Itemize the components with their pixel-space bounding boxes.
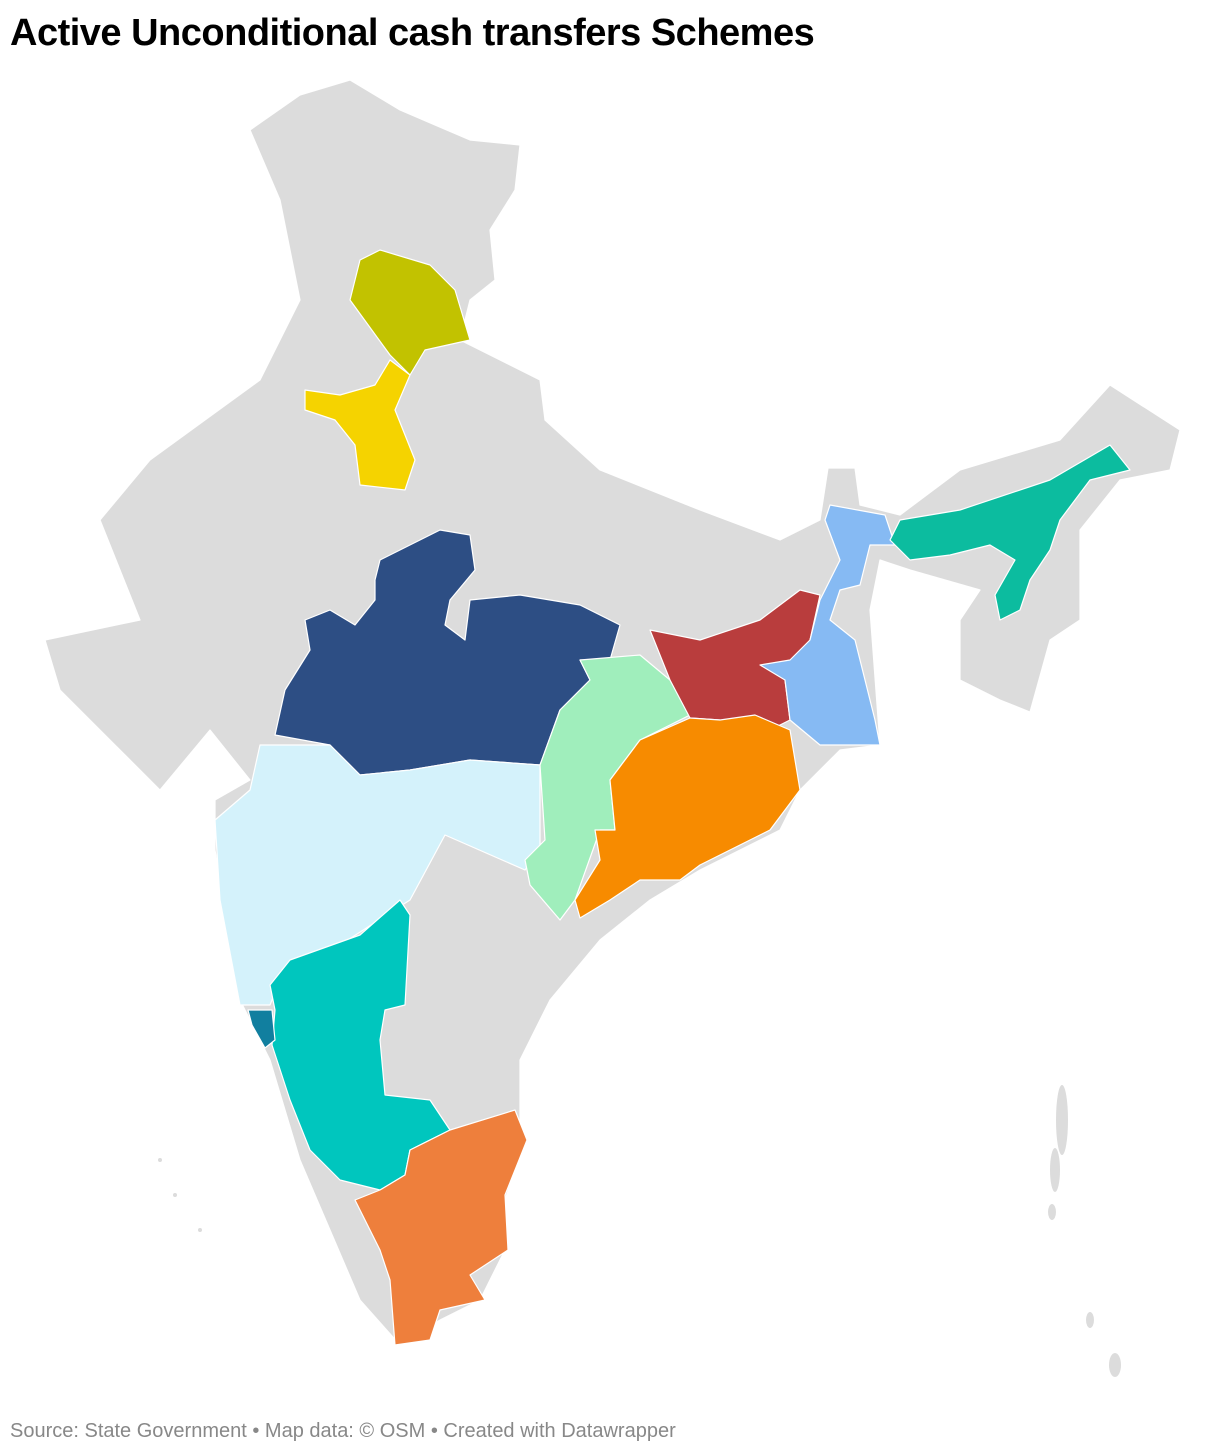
- state-himachal-pradesh[interactable]: [349, 249, 471, 376]
- separator: •: [246, 1420, 265, 1442]
- footer: Source: State Government • Map data: © O…: [10, 1420, 676, 1443]
- state-west-bengal[interactable]: [759, 504, 896, 746]
- map-data-credit: Map data: © OSM: [264, 1420, 426, 1442]
- datawrapper-credit[interactable]: Created with Datawrapper: [443, 1420, 676, 1442]
- separator: •: [425, 1420, 444, 1442]
- andaman-islands: [1048, 1085, 1121, 1377]
- chart-title: Active Unconditional cash transfers Sche…: [10, 12, 815, 54]
- state-maharashtra[interactable]: [214, 744, 541, 1006]
- state-tamil-nadu[interactable]: [354, 1109, 528, 1346]
- state-haryana[interactable]: [304, 359, 416, 491]
- source-note: Source: State Government: [10, 1420, 247, 1442]
- state-odisha[interactable]: [574, 714, 801, 919]
- state-goa[interactable]: [247, 1009, 276, 1049]
- state-assam[interactable]: [889, 444, 1131, 621]
- highlighted-states: [214, 249, 1131, 1346]
- lakshadweep-islands: [158, 1158, 202, 1232]
